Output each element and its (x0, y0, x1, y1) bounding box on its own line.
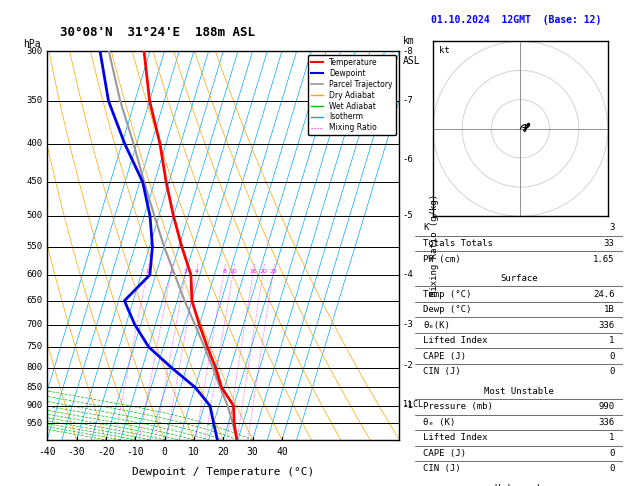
Text: K: K (423, 224, 429, 232)
Text: Totals Totals: Totals Totals (423, 239, 493, 248)
Text: kt: kt (439, 46, 450, 55)
Text: 0: 0 (609, 367, 615, 376)
Text: 01.10.2024  12GMT  (Base: 12): 01.10.2024 12GMT (Base: 12) (431, 15, 601, 25)
Text: 33: 33 (604, 239, 615, 248)
Text: CAPE (J): CAPE (J) (423, 449, 467, 458)
Text: CIN (J): CIN (J) (423, 367, 461, 376)
Text: ASL: ASL (403, 56, 420, 66)
Text: Lifted Index: Lifted Index (423, 336, 488, 345)
Text: Pressure (mb): Pressure (mb) (423, 402, 493, 411)
Text: -2: -2 (403, 361, 413, 370)
Text: 0: 0 (162, 447, 167, 457)
Text: 600: 600 (27, 270, 43, 279)
Text: 350: 350 (27, 96, 43, 105)
Text: -4: -4 (403, 270, 413, 279)
Text: CAPE (J): CAPE (J) (423, 352, 467, 361)
Text: -20: -20 (97, 447, 114, 457)
Text: 30: 30 (247, 447, 259, 457)
Text: 25: 25 (269, 269, 277, 274)
Text: -8: -8 (403, 47, 413, 55)
Text: 20: 20 (218, 447, 229, 457)
Text: 800: 800 (27, 363, 43, 372)
Text: 300: 300 (27, 47, 43, 55)
Text: 1.65: 1.65 (593, 255, 615, 263)
Text: 10: 10 (188, 447, 200, 457)
Text: Surface: Surface (500, 274, 538, 283)
Text: 3: 3 (609, 224, 615, 232)
Text: -1: -1 (403, 400, 413, 410)
Text: 700: 700 (27, 320, 43, 329)
Text: 1: 1 (145, 269, 150, 274)
Text: θₑ(K): θₑ(K) (423, 321, 450, 330)
Text: CIN (J): CIN (J) (423, 465, 461, 473)
Text: 750: 750 (27, 343, 43, 351)
Text: Dewpoint / Temperature (°C): Dewpoint / Temperature (°C) (132, 467, 314, 477)
Text: Mixing Ratio (g/kg): Mixing Ratio (g/kg) (430, 194, 438, 296)
Text: 10: 10 (230, 269, 237, 274)
Text: 400: 400 (27, 139, 43, 148)
Text: 336: 336 (598, 418, 615, 427)
Text: -7: -7 (403, 96, 413, 105)
Text: 0: 0 (609, 352, 615, 361)
Text: 4: 4 (195, 269, 199, 274)
Text: -5: -5 (403, 211, 413, 221)
Text: 850: 850 (27, 383, 43, 392)
Text: km: km (403, 36, 415, 46)
Text: -6: -6 (403, 155, 413, 164)
Text: 2: 2 (169, 269, 173, 274)
Text: 8: 8 (222, 269, 226, 274)
Text: θₑ (K): θₑ (K) (423, 418, 455, 427)
Text: 1: 1 (609, 336, 615, 345)
Text: 950: 950 (27, 419, 43, 428)
Text: 990: 990 (598, 402, 615, 411)
Text: Most Unstable: Most Unstable (484, 387, 554, 396)
Text: 30°08'N  31°24'E  188m ASL: 30°08'N 31°24'E 188m ASL (60, 26, 255, 39)
Text: Hodograph: Hodograph (495, 484, 543, 486)
Text: Temp (°C): Temp (°C) (423, 290, 472, 298)
Legend: Temperature, Dewpoint, Parcel Trajectory, Dry Adiabat, Wet Adiabat, Isotherm, Mi: Temperature, Dewpoint, Parcel Trajectory… (308, 55, 396, 136)
Text: 650: 650 (27, 296, 43, 305)
Text: 450: 450 (27, 177, 43, 187)
Text: 40: 40 (276, 447, 288, 457)
Text: 1LCL: 1LCL (403, 399, 423, 409)
Text: 20: 20 (259, 269, 267, 274)
Text: 0: 0 (609, 465, 615, 473)
Text: Dewp (°C): Dewp (°C) (423, 305, 472, 314)
Text: 1: 1 (609, 434, 615, 442)
Text: 900: 900 (27, 401, 43, 410)
Text: hPa: hPa (23, 38, 41, 49)
Text: 0: 0 (609, 449, 615, 458)
Text: PW (cm): PW (cm) (423, 255, 461, 263)
Text: Lifted Index: Lifted Index (423, 434, 488, 442)
Text: 550: 550 (27, 242, 43, 251)
Text: 16: 16 (250, 269, 257, 274)
Text: -10: -10 (126, 447, 144, 457)
Text: 336: 336 (598, 321, 615, 330)
Text: 1B: 1B (604, 305, 615, 314)
Text: -30: -30 (68, 447, 86, 457)
Text: 24.6: 24.6 (593, 290, 615, 298)
Text: -3: -3 (403, 320, 413, 329)
Text: -40: -40 (38, 447, 56, 457)
Text: 3: 3 (184, 269, 188, 274)
Text: 500: 500 (27, 211, 43, 221)
